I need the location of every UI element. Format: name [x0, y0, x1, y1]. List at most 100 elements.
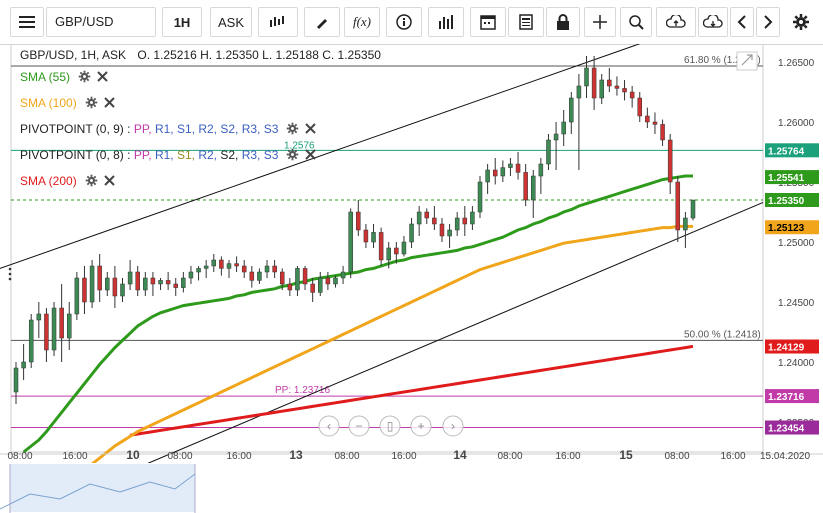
gear-icon — [793, 14, 809, 30]
lock-button[interactable] — [546, 7, 580, 37]
candle-body — [675, 181, 681, 231]
candles-icon — [270, 16, 284, 27]
gear-icon[interactable] — [286, 148, 299, 164]
candle-body — [371, 232, 376, 243]
crosshair-button[interactable] — [584, 7, 616, 37]
scroll-left-button[interactable] — [318, 415, 340, 437]
price-type-button[interactable]: ASK — [210, 7, 252, 37]
candle-body — [302, 268, 308, 285]
candle-body — [36, 313, 42, 321]
level-label: 50.00 % (1.2418) — [684, 329, 761, 340]
lock-icon — [557, 14, 569, 30]
x-tick-label: 10 — [126, 448, 140, 462]
scroll-right-button[interactable] — [442, 415, 464, 437]
chart-type-button[interactable] — [258, 7, 298, 37]
candle-body — [576, 85, 582, 99]
close-icon[interactable] — [305, 123, 317, 137]
close-icon[interactable] — [305, 149, 317, 163]
candle-body — [51, 307, 57, 351]
price-badge — [765, 143, 819, 158]
price-type-value: ASK — [217, 14, 244, 30]
candle-body — [181, 277, 186, 288]
candle-body — [508, 163, 513, 168]
candle-body — [607, 79, 612, 87]
price-badge — [765, 339, 819, 354]
close-icon[interactable] — [103, 175, 115, 189]
candle-body — [356, 211, 361, 231]
price-badge-label: 1.25764 — [768, 146, 805, 157]
price-badge-label: 1.24129 — [768, 343, 805, 354]
candle-body — [424, 211, 430, 219]
symbol-select[interactable]: GBP/USD — [46, 7, 156, 37]
info-button[interactable] — [386, 7, 422, 37]
gear-icon[interactable] — [78, 70, 91, 86]
calendar-button[interactable] — [470, 7, 506, 37]
pivot-level-label: R3, — [241, 148, 264, 163]
x-tick-label: 13 — [289, 448, 303, 462]
candle-body — [622, 88, 627, 93]
volume-button[interactable] — [428, 7, 464, 37]
drag-handle-dot[interactable] — [8, 272, 12, 276]
level-label: 61.80 % (1.2646) — [684, 55, 761, 66]
pivot-level-label: S2, — [220, 122, 242, 137]
price-chart[interactable]: 61.80 % (1.2646) 1.2576 50.00 % (1.2418) PP… — [0, 44, 823, 513]
x-tick-label: 16:00 — [391, 451, 416, 462]
candle-body — [652, 121, 658, 125]
candle-body — [447, 229, 452, 237]
y-tick-label: 1.26000 — [778, 118, 815, 129]
gear-icon[interactable] — [85, 174, 98, 190]
gear-icon[interactable] — [85, 96, 98, 112]
hamburger-icon — [19, 16, 35, 28]
zoom-button[interactable] — [620, 7, 652, 37]
drag-handle-dot[interactable] — [8, 267, 12, 271]
gear-icon[interactable] — [286, 122, 299, 138]
price-badge — [765, 220, 819, 235]
zoom-out-button[interactable] — [348, 415, 370, 437]
close-icon[interactable] — [97, 71, 108, 85]
candle-body — [112, 277, 118, 297]
indicators-button[interactable]: f(x) — [344, 7, 380, 37]
candle-body — [523, 172, 528, 201]
plot-frame — [10, 44, 764, 453]
timeframe-button[interactable]: 1H — [162, 7, 202, 37]
reset-zoom-button[interactable] — [379, 415, 401, 437]
pivot-level-label: R1, — [154, 122, 177, 137]
download-button[interactable] — [698, 7, 728, 37]
close-icon[interactable] — [103, 97, 115, 111]
price-badge — [765, 389, 819, 404]
candle-body — [287, 283, 293, 291]
candle-body — [363, 229, 369, 243]
level-label: 1.2576 — [284, 140, 315, 151]
candle-body — [226, 263, 232, 269]
news-button[interactable] — [508, 7, 544, 37]
candle-body — [660, 124, 665, 141]
upload-button[interactable] — [656, 7, 696, 37]
pivot-level-label: R2, — [198, 148, 221, 163]
price-badge — [765, 170, 819, 185]
prev-button[interactable] — [730, 7, 754, 37]
next-button[interactable] — [756, 7, 780, 37]
candle-body — [333, 277, 338, 285]
x-tick-label: 16:00 — [62, 451, 87, 462]
settings-button[interactable] — [786, 7, 816, 37]
candle-body — [74, 277, 80, 315]
candle-body — [584, 67, 589, 87]
candle-body — [219, 259, 224, 269]
pivot-level-label: S3 — [263, 148, 279, 163]
price-badge-label: 1.23454 — [768, 424, 805, 435]
candle-body — [683, 217, 688, 231]
legend-label: SMA (100) — [20, 96, 77, 111]
candle-body — [439, 223, 445, 237]
navigator-window[interactable] — [10, 464, 195, 512]
zoom-control-glyph: + — [417, 419, 424, 433]
instrument-label: GBP/USD, 1H, ASK — [20, 48, 127, 62]
menu-button[interactable] — [10, 7, 44, 37]
navigator-line — [0, 473, 196, 510]
info-icon — [396, 14, 412, 30]
draw-button[interactable] — [304, 7, 340, 37]
drag-handle-dot[interactable] — [8, 277, 12, 281]
x-tick-label: 08:00 — [497, 451, 522, 462]
candle-body — [500, 167, 506, 177]
candle-body — [21, 361, 26, 369]
zoom-in-button[interactable] — [410, 415, 432, 437]
